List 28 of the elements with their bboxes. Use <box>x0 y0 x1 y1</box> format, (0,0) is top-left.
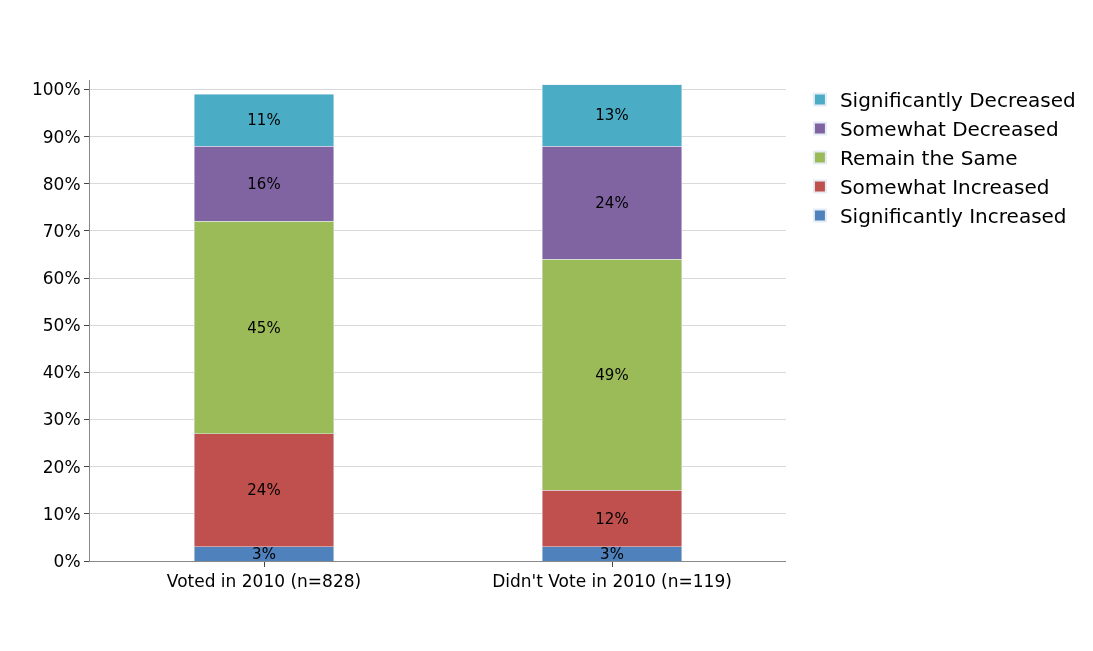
data-label: 12% <box>595 509 629 528</box>
legend-label: Somewhat Increased <box>839 175 1050 200</box>
legend-label: Somewhat Decreased <box>839 117 1059 142</box>
legend-label: Remain the Same <box>839 146 1018 171</box>
data-label: 16% <box>247 174 281 193</box>
x-tick-label: Voted in 2010 (n=828) <box>166 571 362 592</box>
y-tick-label: 90% <box>42 126 81 147</box>
y-tick-label: 0% <box>53 550 81 571</box>
y-tick-label: 20% <box>42 456 81 477</box>
y-tick-label: 30% <box>42 409 81 430</box>
y-tick-label: 70% <box>42 220 81 241</box>
y-tick-label: 80% <box>42 173 81 194</box>
data-label: 24% <box>247 481 281 500</box>
data-label: 3% <box>600 544 624 563</box>
data-label: 49% <box>595 365 629 384</box>
data-label: 11% <box>247 111 281 130</box>
x-tick-label: Didn't Vote in 2010 (n=119) <box>492 571 732 592</box>
y-tick-label: 40% <box>42 362 81 383</box>
y-tick-label: 10% <box>42 503 81 524</box>
legend-label: Significantly Decreased <box>839 88 1076 113</box>
y-tick-label: 50% <box>42 315 81 336</box>
y-tick-label: 60% <box>42 268 81 289</box>
y-tick-label: 100% <box>31 79 81 100</box>
data-label: 45% <box>247 318 281 337</box>
data-label: 3% <box>252 544 276 563</box>
legend-label: Significantly Increased <box>839 204 1067 229</box>
data-label: 13% <box>595 106 629 125</box>
data-label: 24% <box>595 193 629 212</box>
